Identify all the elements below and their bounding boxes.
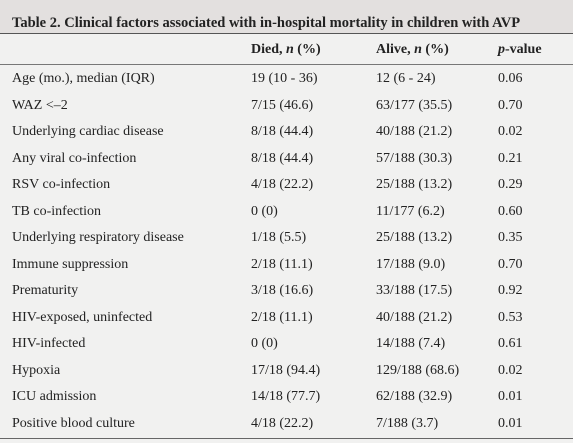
- died-cell: 7/15 (46.6): [251, 97, 314, 113]
- table-header-row: Died, n (%) Alive, n (%) p-value: [0, 34, 573, 65]
- died-cell: 4/18 (22.2): [251, 415, 314, 431]
- alive-cell: 25/188 (13.2): [376, 230, 453, 245]
- factor-cell: Age (mo.), median (IQR): [12, 71, 155, 86]
- table-row: HIV-exposed, uninfected 2/18 (11.1) 40/1…: [0, 309, 573, 335]
- died-cell: 4/18 (22.2): [251, 177, 314, 192]
- table-row: Immune suppression 2/18 (11.1) 17/188 (9…: [0, 256, 573, 282]
- factor-cell: Positive blood culture: [12, 415, 135, 431]
- table-row: ICU admission 14/18 (77.7) 62/188 (32.9)…: [0, 388, 573, 414]
- table-row: Hypoxia 17/18 (94.4) 129/188 (68.6) 0.02: [0, 362, 573, 388]
- factor-cell: Underlying cardiac disease: [12, 124, 164, 139]
- factor-cell: Any viral co-infection: [12, 150, 137, 166]
- table-row: Age (mo.), median (IQR) 19 (10 - 36) 12 …: [0, 70, 573, 96]
- died-cell: 3/18 (16.6): [251, 283, 314, 298]
- table-row: HIV-infected 0 (0) 14/188 (7.4) 0.61: [0, 335, 573, 361]
- table-row: Underlying cardiac disease 8/18 (44.4) 4…: [0, 123, 573, 149]
- p-value-cell: 0.21: [498, 150, 523, 166]
- factor-cell: HIV-infected: [12, 336, 86, 351]
- factor-cell: Prematurity: [12, 283, 79, 298]
- factor-cell: RSV co-infection: [12, 177, 111, 192]
- table-row: RSV co-infection 4/18 (22.2) 25/188 (13.…: [0, 176, 573, 202]
- p-value-cell: 0.53: [498, 309, 523, 325]
- alive-cell: 62/188 (32.9): [376, 389, 453, 404]
- died-cell: 8/18 (44.4): [251, 150, 314, 166]
- p-value-cell: 0.02: [498, 362, 523, 378]
- died-cell: 19 (10 - 36): [251, 71, 318, 86]
- header-p-value: p-value: [498, 42, 542, 57]
- factor-cell: Underlying respiratory disease: [12, 230, 184, 245]
- p-value-cell: 0.01: [498, 415, 523, 431]
- table-row: Positive blood culture 4/18 (22.2) 7/188…: [0, 415, 573, 441]
- factor-cell: ICU admission: [12, 389, 97, 404]
- alive-cell: 40/188 (21.2): [376, 309, 453, 325]
- p-value-cell: 0.01: [498, 389, 523, 404]
- table-title: Table 2. Clinical factors associated wit…: [0, 0, 573, 34]
- alive-cell: 63/177 (35.5): [376, 97, 453, 113]
- table-row: Underlying respiratory disease 1/18 (5.5…: [0, 229, 573, 255]
- factor-cell: Immune suppression: [12, 256, 129, 272]
- alive-cell: 40/188 (21.2): [376, 124, 453, 139]
- table-row: Prematurity 3/18 (16.6) 33/188 (17.5) 0.…: [0, 282, 573, 308]
- table-row: Any viral co-infection 8/18 (44.4) 57/18…: [0, 150, 573, 176]
- alive-cell: 7/188 (3.7): [376, 415, 439, 431]
- died-cell: 17/18 (94.4): [251, 362, 321, 378]
- died-cell: 2/18 (11.1): [251, 256, 313, 272]
- p-value-cell: 0.70: [498, 256, 523, 272]
- table-row: TB co-infection 0 (0) 11/177 (6.2) 0.60: [0, 203, 573, 229]
- died-cell: 0 (0): [251, 203, 278, 219]
- p-value-cell: 0.06: [498, 71, 523, 86]
- alive-cell: 25/188 (13.2): [376, 177, 453, 192]
- header-alive: Alive, n (%): [376, 42, 449, 57]
- died-cell: 0 (0): [251, 336, 278, 351]
- table-bottom-rule: [0, 438, 573, 439]
- alive-cell: 11/177 (6.2): [376, 203, 445, 219]
- died-cell: 1/18 (5.5): [251, 230, 307, 245]
- table-row: WAZ <–2 7/15 (46.6) 63/177 (35.5) 0.70: [0, 97, 573, 123]
- died-cell: 8/18 (44.4): [251, 124, 314, 139]
- alive-cell: 12 (6 - 24): [376, 71, 436, 86]
- factor-cell: TB co-infection: [12, 203, 102, 219]
- alive-cell: 129/188 (68.6): [376, 362, 460, 378]
- p-value-cell: 0.02: [498, 124, 523, 139]
- p-value-cell: 0.60: [498, 203, 523, 219]
- p-value-cell: 0.61: [498, 336, 523, 351]
- died-cell: 14/18 (77.7): [251, 389, 321, 404]
- alive-cell: 17/188 (9.0): [376, 256, 446, 272]
- factor-cell: Hypoxia: [12, 362, 61, 378]
- p-value-cell: 0.92: [498, 283, 523, 298]
- alive-cell: 33/188 (17.5): [376, 283, 453, 298]
- p-value-cell: 0.70: [498, 97, 523, 113]
- factor-cell: WAZ <–2: [12, 97, 68, 113]
- factor-cell: HIV-exposed, uninfected: [12, 309, 153, 325]
- died-cell: 2/18 (11.1): [251, 309, 313, 325]
- header-died: Died, n (%): [251, 42, 321, 57]
- p-value-cell: 0.35: [498, 230, 523, 245]
- alive-cell: 57/188 (30.3): [376, 150, 453, 166]
- p-value-cell: 0.29: [498, 177, 523, 192]
- alive-cell: 14/188 (7.4): [376, 336, 446, 351]
